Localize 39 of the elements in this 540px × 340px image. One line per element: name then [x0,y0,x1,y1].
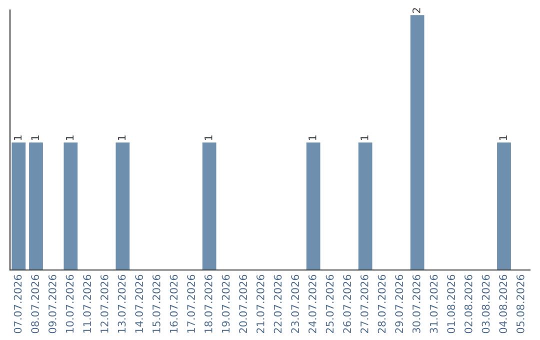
x-tick-label: 08.07.2026 [31,274,40,334]
x-tick-label: 18.07.2026 [204,274,212,333]
x-tick-label: 23.07.2026 [291,274,300,334]
x-tick-label: 25.07.2026 [326,274,334,334]
x-tick-label: 29.07.2026 [395,274,404,334]
x-tick-label: 24.07.2026 [308,274,316,334]
x-tick-label: 10.07.2026 [66,274,74,333]
x-tick-label: 16.07.2026 [170,274,178,333]
x-tick-label: 27.07.2026 [360,274,368,334]
data-label: 1 [14,135,22,140]
x-tick-label: 02.08.2026 [464,274,472,334]
x-tick-label: 19.07.2026 [222,274,230,333]
data-label: 1 [66,135,74,140]
x-tick-label: 15.07.2026 [152,274,160,333]
data-label: 1 [499,135,507,140]
x-tick-label: 20.07.2026 [239,274,248,334]
x-tick-label: 12.07.2026 [100,274,108,333]
x-tick-label: 28.07.2026 [378,274,386,334]
x-tick-label: 05.08.2026 [516,274,524,334]
x-tick-label: 13.07.2026 [118,274,126,333]
x-tick-label: 14.07.2026 [135,274,144,333]
x-tick-label: 26.07.2026 [343,274,352,334]
x-tick-label: 03.08.2026 [482,274,490,334]
data-label: 2 [412,8,420,13]
x-tick-label: 07.07.2026 [14,274,22,334]
data-label: 1 [118,135,126,140]
x-tick-label: 31.07.2026 [430,274,438,334]
data-label: 1 [31,135,39,140]
data-label: 1 [204,135,212,140]
x-tick-label: 09.07.2026 [48,274,56,334]
data-label: 1 [308,135,316,140]
x-tick-label: 30.07.2026 [412,274,420,334]
data-label: 1 [360,135,368,140]
x-tick-label: 04.08.2026 [499,274,508,334]
x-tick-label: 11.07.2026 [83,274,92,333]
x-tick-label: 22.07.2026 [274,274,282,334]
x-tick-label: 21.07.2026 [256,274,264,334]
x-tick-label: 17.07.2026 [187,274,196,333]
x-tick-label: 01.08.2026 [447,274,456,334]
